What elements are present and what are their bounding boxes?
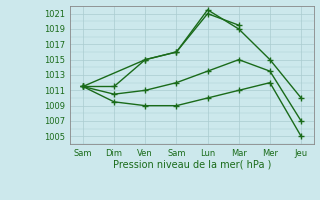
X-axis label: Pression niveau de la mer( hPa ): Pression niveau de la mer( hPa )	[113, 159, 271, 169]
